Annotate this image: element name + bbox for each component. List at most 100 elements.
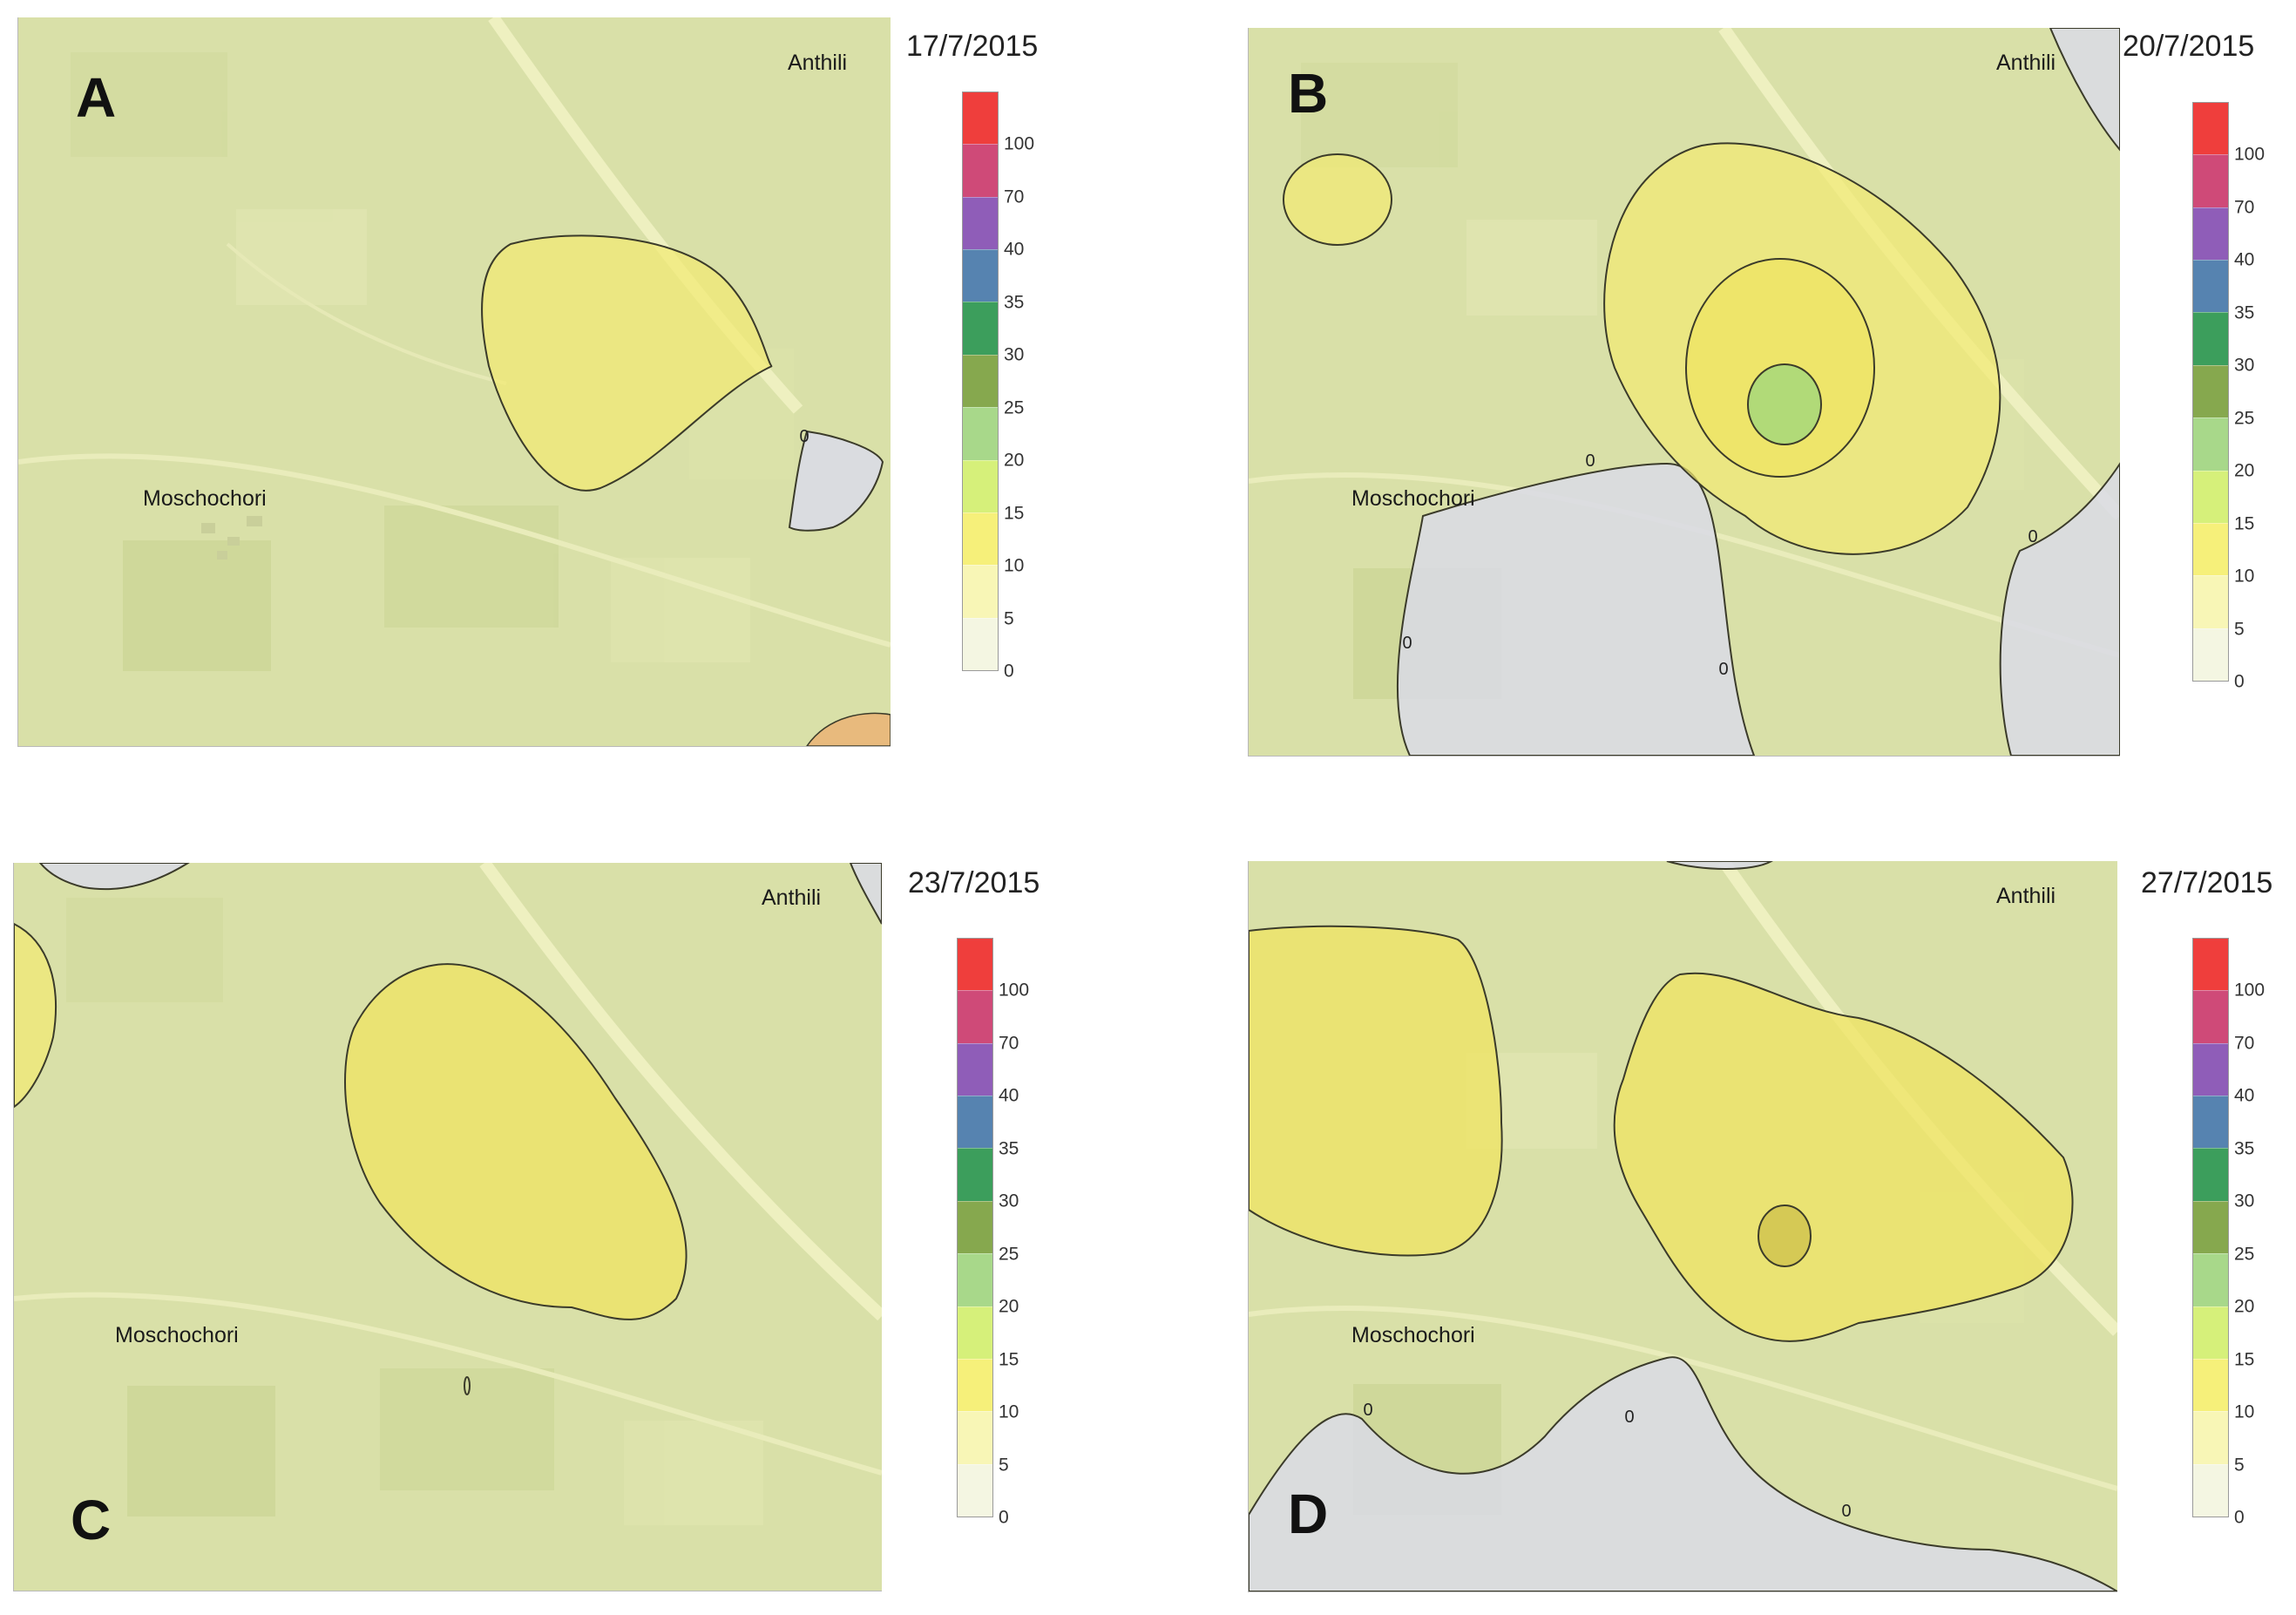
legend-tick-label: 0	[2234, 671, 2245, 692]
zone-zero-north	[38, 863, 190, 891]
legend-tick-label: 25	[999, 1244, 1019, 1265]
legend-swatch	[2193, 417, 2228, 471]
legend-tick-label: 40	[1004, 239, 1025, 260]
legend-tick-label: 100	[2234, 144, 2266, 165]
contour-zero-label: 0	[1363, 1401, 1372, 1420]
zone-zero-east	[1999, 462, 2120, 756]
legend-swatch	[2193, 1148, 2228, 1201]
place-moschochori: Moschochori	[143, 486, 267, 511]
legend-tick-label: 10	[999, 1401, 1019, 1422]
legend-scale	[962, 92, 999, 671]
panel-letter: C	[71, 1489, 112, 1551]
legend-tick-label: 70	[2234, 1033, 2255, 1054]
legend-tick-label: 100	[1004, 133, 1035, 154]
legend-swatch	[958, 1411, 992, 1464]
legend-tick-label: 25	[1004, 397, 1025, 418]
legend-swatch	[2193, 1200, 2228, 1254]
legend-swatch	[2193, 628, 2228, 681]
place-moschochori: Moschochori	[115, 1323, 239, 1347]
legend-tick-label: 0	[1004, 661, 1014, 682]
zone-15-20	[1747, 363, 1822, 445]
legend-swatch	[963, 354, 998, 408]
legend-swatch	[2193, 312, 2228, 365]
map-d-drawing: 0 0 0	[1249, 861, 2117, 1591]
legend-tick-label: 15	[1004, 503, 1025, 524]
legend-tick-label: 35	[2234, 302, 2255, 323]
contour-zero-label: 0	[1624, 1408, 1634, 1427]
legend-tick-label: 20	[2234, 460, 2255, 481]
legend-tick-label: 30	[2234, 355, 2255, 376]
legend-tick-label: 30	[2234, 1191, 2255, 1211]
legend-tick-label: 30	[999, 1191, 1019, 1211]
map-b: 0 0 0 0 B Anthili Moschochori	[1248, 28, 2120, 757]
legend-tick-label: 5	[2234, 619, 2245, 640]
legend-ticks: 100 70 40 35 30 25 20 15 10 5 0	[1004, 92, 1073, 681]
legend-swatch	[2193, 1253, 2228, 1306]
zone-10-15	[1758, 1204, 1812, 1267]
contour-zero-label: 0	[1718, 660, 1728, 679]
legend-swatch	[958, 990, 992, 1043]
legend-tick-label: 100	[999, 980, 1030, 1001]
legend-tick-label: 15	[2234, 513, 2255, 534]
legend-swatch	[963, 565, 998, 618]
legend-scale	[2192, 938, 2229, 1517]
contour-zero-label: 0	[1841, 1502, 1851, 1521]
legend-swatch	[958, 1306, 992, 1359]
legend-swatch	[2193, 939, 2228, 991]
map-a-drawing: 0	[18, 17, 891, 746]
legend-tick-label: 10	[2234, 1401, 2255, 1422]
legend-swatch	[958, 1096, 992, 1149]
contour-zero-label: 0	[2028, 527, 2037, 546]
legend-swatch	[2193, 1306, 2228, 1359]
legend-swatch	[2193, 207, 2228, 261]
legend-tick-label: 35	[999, 1138, 1019, 1159]
legend-swatch	[963, 196, 998, 250]
zone-5-10-west	[1249, 925, 1503, 1257]
legend-swatch	[958, 1358, 992, 1412]
place-anthili: Anthili	[762, 886, 822, 910]
zone-zero-north	[1666, 861, 1773, 870]
legend-swatch	[958, 939, 992, 991]
legend-tick-label: 100	[2234, 980, 2266, 1001]
village-moschochori	[201, 516, 262, 560]
legend-swatch	[958, 1148, 992, 1201]
legend-tick-label: 70	[2234, 197, 2255, 218]
legend-swatch	[958, 1042, 992, 1096]
place-anthili: Anthili	[788, 51, 848, 75]
legend-tick-label: 25	[2234, 408, 2255, 429]
legend-tick-label: 20	[999, 1296, 1019, 1317]
legend-tick-label: 10	[2234, 566, 2255, 587]
legend-tick-label: 20	[2234, 1296, 2255, 1317]
legend-swatch	[2193, 154, 2228, 207]
place-moschochori: Moschochori	[1351, 1323, 1475, 1347]
legend-tick-label: 25	[2234, 1244, 2255, 1265]
legend-swatch	[2193, 1463, 2228, 1517]
map-c-drawing	[14, 863, 882, 1525]
legend-swatch	[2193, 103, 2228, 155]
legend-tick-label: 70	[999, 1033, 1019, 1054]
legend-swatch	[963, 144, 998, 197]
legend-swatch	[2193, 1042, 2228, 1096]
legend-tick-label: 35	[1004, 292, 1025, 313]
legend-swatch	[963, 459, 998, 512]
date-label: 17/7/2015	[906, 30, 1039, 63]
legend-tick-label: 15	[999, 1349, 1019, 1370]
legend-swatch	[963, 92, 998, 145]
contour-zero-label: 0	[1585, 451, 1595, 471]
map-a: 0 A Anthili Moschochori	[17, 17, 891, 747]
legend-tick-label: 10	[1004, 555, 1025, 576]
map-c: C Anthili Moschochori	[13, 863, 882, 1591]
legend-swatch	[2193, 1096, 2228, 1149]
legend-swatch	[2193, 522, 2228, 576]
place-anthili: Anthili	[1996, 51, 2056, 75]
legend-tick-label: 5	[2234, 1455, 2245, 1476]
zone-5-10	[344, 963, 687, 1320]
legend-swatch	[2193, 470, 2228, 523]
map-b-drawing: 0 0 0 0	[1249, 28, 2120, 756]
legend-swatch	[963, 302, 998, 355]
legend-tick-label: 35	[2234, 1138, 2255, 1159]
contour-zero-label: 0	[1402, 634, 1412, 653]
legend-tick-label: 0	[999, 1507, 1009, 1528]
zone-5-10	[481, 234, 773, 492]
legend-tick-label: 5	[999, 1455, 1009, 1476]
